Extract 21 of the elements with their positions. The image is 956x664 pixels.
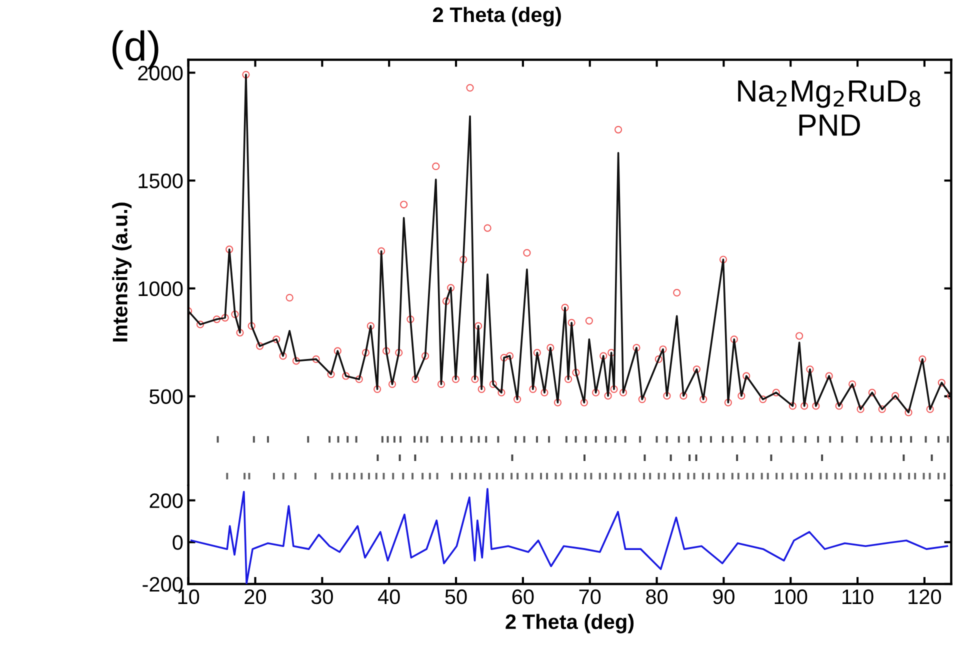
y-axis-title: Intensity (a.u.) [112,202,132,342]
annotation: PND [799,114,860,136]
text: 2 Theta (deg) [433,6,561,26]
x-tick-label: 50 [445,589,467,604]
x-axis-title: 2 Theta (deg) [506,614,634,634]
x-tick-label: 110 [842,589,874,604]
x-tick-label: 60 [512,589,534,604]
x-tick-label: 120 [908,589,942,604]
x-tick-label: 70 [579,589,601,604]
y-tick-label: 200 [150,493,183,508]
annotation: Na$_{2}$Mg$_{2}$RuD$_{8}$ [738,80,920,108]
x-tick-label: 30 [311,589,333,604]
y-tick-label: 1500 [138,174,183,188]
x-tick-label: 40 [378,589,400,604]
y-tick-label: 1000 [138,281,183,296]
x-tick-label: 20 [244,589,266,604]
x-tick-label: 80 [646,589,668,604]
x-tick-label: 90 [713,589,734,604]
x-tick-label: 100 [774,589,808,604]
y-tick-label: 0 [172,535,183,550]
y-tick-label: 500 [150,389,183,404]
